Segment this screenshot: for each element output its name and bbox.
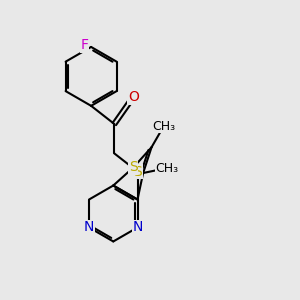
Text: CH₃: CH₃ xyxy=(152,120,175,133)
Text: N: N xyxy=(84,220,94,235)
Text: N: N xyxy=(132,220,143,235)
Text: F: F xyxy=(81,38,88,52)
Text: O: O xyxy=(128,90,139,104)
Text: S: S xyxy=(129,160,138,174)
Text: S: S xyxy=(133,164,142,178)
Text: CH₃: CH₃ xyxy=(155,161,178,175)
